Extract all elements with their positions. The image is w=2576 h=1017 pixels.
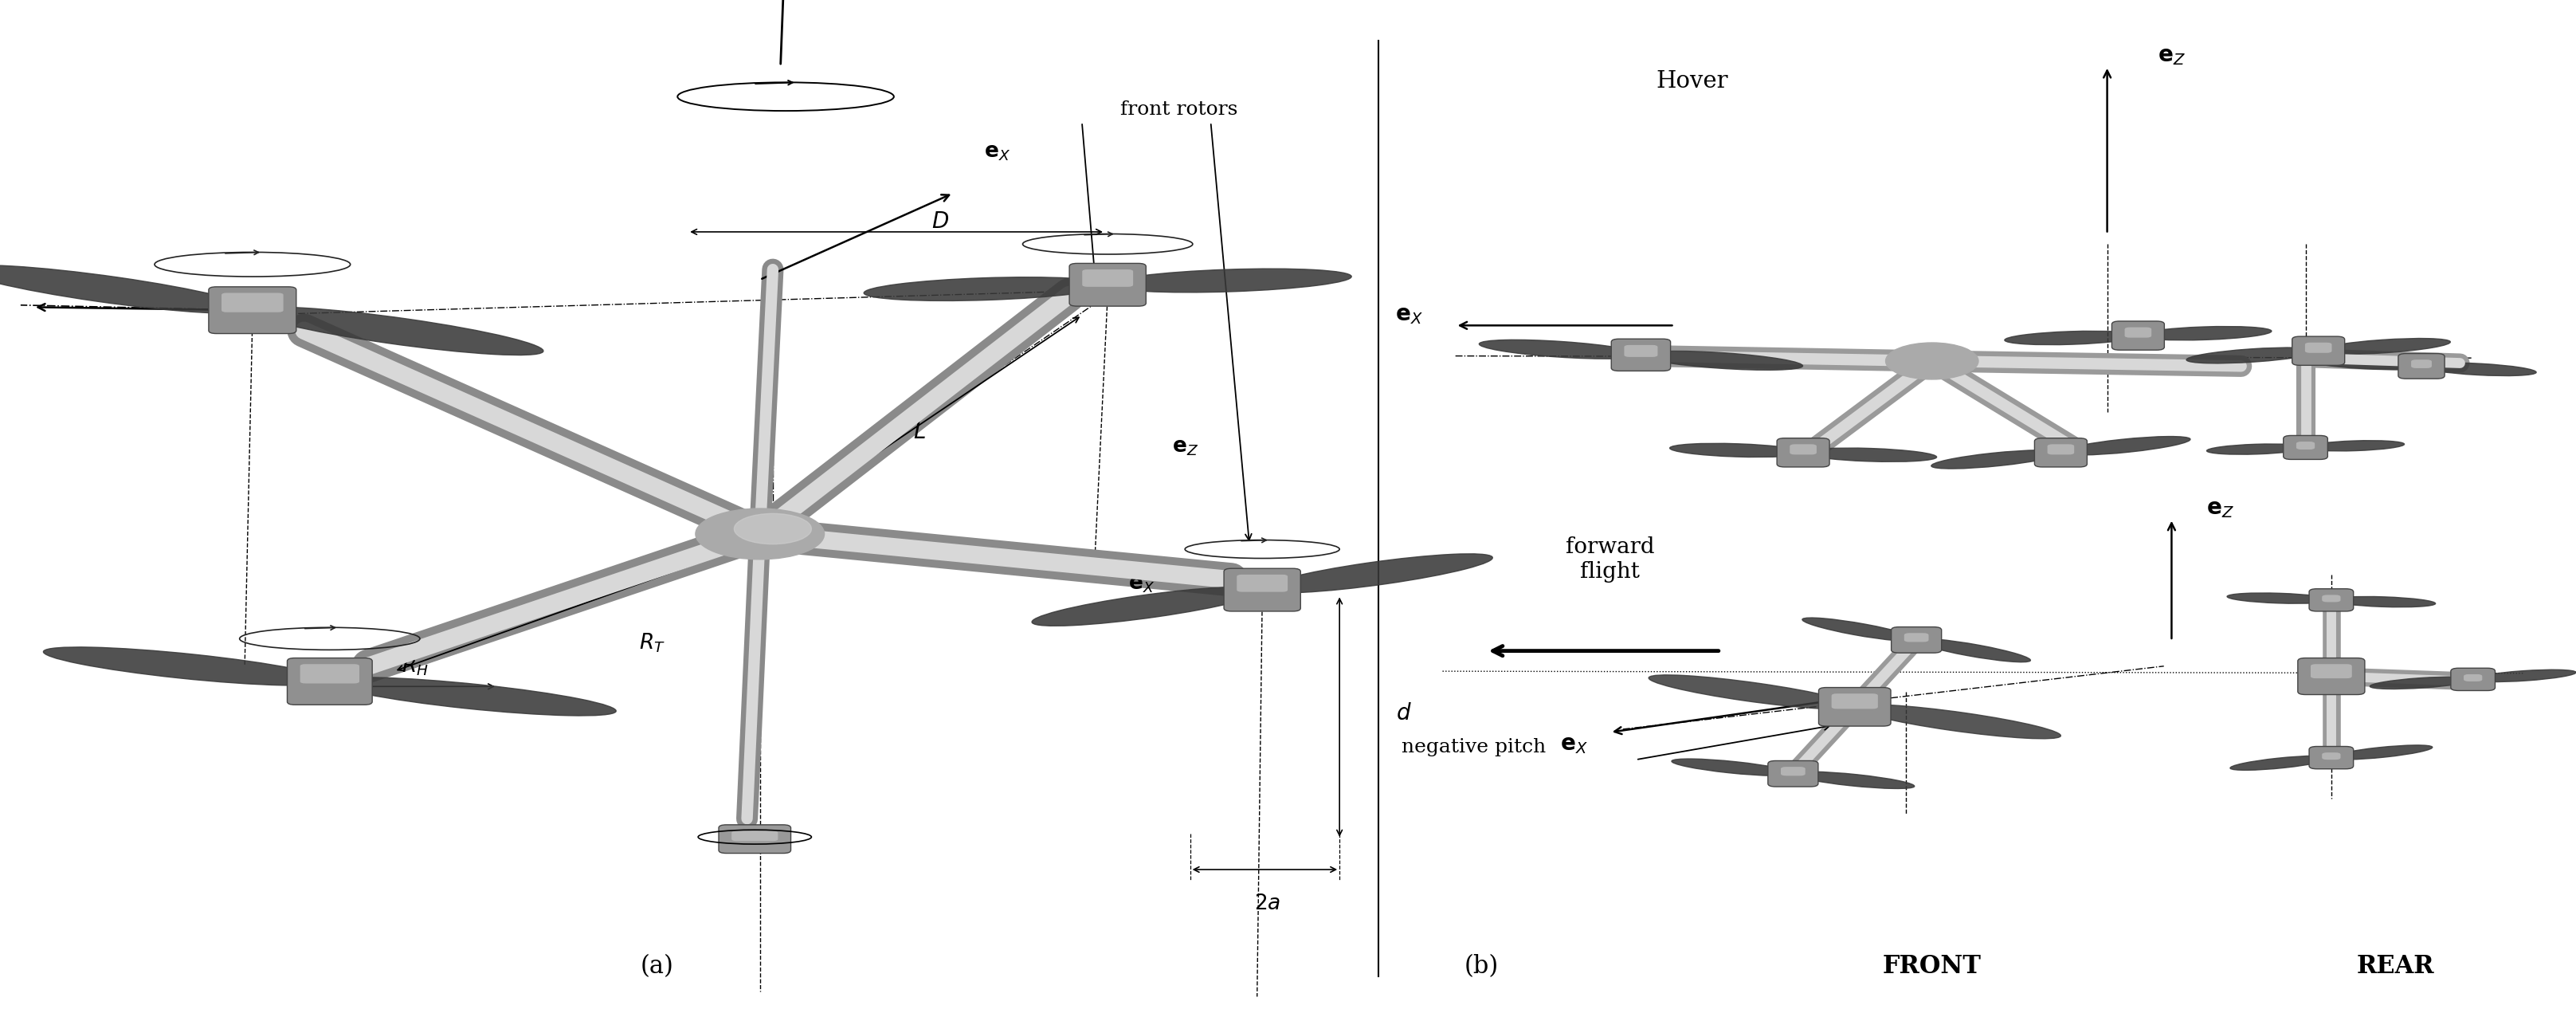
FancyBboxPatch shape (1891, 626, 1942, 653)
Ellipse shape (1917, 639, 2030, 662)
FancyBboxPatch shape (1613, 339, 1672, 371)
FancyBboxPatch shape (1904, 633, 1929, 642)
Ellipse shape (2370, 677, 2473, 690)
Ellipse shape (2318, 339, 2450, 354)
Text: Hover: Hover (1656, 70, 1728, 93)
FancyBboxPatch shape (2321, 595, 2342, 602)
Text: $L$: $L$ (914, 421, 925, 443)
Ellipse shape (2306, 356, 2421, 369)
Ellipse shape (1672, 759, 1793, 776)
FancyBboxPatch shape (1777, 438, 1829, 467)
Text: $2a$: $2a$ (1255, 893, 1280, 913)
FancyBboxPatch shape (1832, 694, 1878, 709)
FancyBboxPatch shape (2282, 435, 2329, 460)
Ellipse shape (1803, 447, 1937, 462)
Ellipse shape (2004, 331, 2138, 345)
FancyBboxPatch shape (2306, 343, 2331, 353)
Text: $\mathbf{e}_Z$: $\mathbf{e}_Z$ (2159, 45, 2184, 67)
Ellipse shape (863, 277, 1108, 301)
Ellipse shape (1262, 554, 1492, 593)
Ellipse shape (1669, 443, 1803, 458)
FancyBboxPatch shape (2112, 321, 2164, 350)
FancyBboxPatch shape (2125, 327, 2151, 338)
FancyBboxPatch shape (1236, 575, 1288, 592)
Ellipse shape (1932, 451, 2061, 469)
Ellipse shape (1855, 705, 2061, 738)
FancyBboxPatch shape (2048, 444, 2074, 455)
FancyBboxPatch shape (1625, 345, 1659, 357)
FancyBboxPatch shape (2298, 658, 2365, 695)
Ellipse shape (2231, 756, 2331, 770)
Ellipse shape (1033, 587, 1262, 625)
Ellipse shape (2331, 597, 2434, 607)
FancyBboxPatch shape (2295, 441, 2316, 450)
Ellipse shape (2473, 669, 2576, 681)
FancyBboxPatch shape (209, 287, 296, 334)
FancyBboxPatch shape (1790, 444, 1816, 455)
Ellipse shape (2138, 326, 2272, 341)
Text: (a): (a) (641, 954, 672, 978)
Text: $\mathbf{e}_X$: $\mathbf{e}_X$ (1561, 733, 1587, 756)
Text: FRONT: FRONT (1883, 954, 1981, 978)
Ellipse shape (2061, 436, 2190, 455)
FancyBboxPatch shape (1082, 270, 1133, 287)
Ellipse shape (1803, 617, 1917, 641)
Ellipse shape (1793, 772, 1914, 788)
Text: $d$: $d$ (1396, 703, 1412, 725)
Text: $R_T$: $R_T$ (639, 632, 665, 654)
Circle shape (734, 514, 811, 544)
FancyBboxPatch shape (2411, 360, 2432, 368)
FancyBboxPatch shape (1780, 767, 1806, 776)
Text: REAR: REAR (2357, 954, 2434, 978)
FancyBboxPatch shape (289, 658, 374, 705)
Text: $\mathbf{e}_X$: $\mathbf{e}_X$ (984, 142, 1010, 163)
Circle shape (1886, 343, 1978, 379)
FancyBboxPatch shape (2311, 664, 2352, 678)
FancyBboxPatch shape (2308, 589, 2354, 611)
FancyBboxPatch shape (719, 825, 791, 853)
FancyBboxPatch shape (2293, 337, 2344, 365)
Ellipse shape (252, 307, 544, 355)
Ellipse shape (44, 647, 330, 685)
FancyBboxPatch shape (2321, 753, 2342, 760)
Ellipse shape (2208, 444, 2306, 455)
Ellipse shape (1108, 268, 1352, 293)
Ellipse shape (2306, 440, 2403, 451)
Ellipse shape (2187, 348, 2318, 363)
Ellipse shape (2228, 593, 2331, 603)
FancyBboxPatch shape (1819, 687, 1891, 726)
Text: $\mathbf{e}_X$: $\mathbf{e}_X$ (1396, 304, 1422, 326)
FancyBboxPatch shape (299, 664, 361, 683)
FancyBboxPatch shape (2308, 746, 2354, 769)
Ellipse shape (2421, 363, 2537, 376)
Text: front rotors: front rotors (1121, 101, 1239, 119)
FancyBboxPatch shape (1069, 263, 1146, 306)
Ellipse shape (1649, 675, 1855, 709)
Text: $R_H$: $R_H$ (402, 655, 428, 677)
Ellipse shape (330, 677, 616, 716)
FancyBboxPatch shape (2463, 674, 2483, 681)
FancyBboxPatch shape (2035, 438, 2087, 467)
Text: forward
flight: forward flight (1566, 536, 1654, 583)
FancyBboxPatch shape (1224, 569, 1301, 611)
FancyBboxPatch shape (1767, 761, 1819, 787)
Text: $\mathbf{e}_Z$: $\mathbf{e}_Z$ (1172, 437, 1198, 458)
Circle shape (696, 508, 824, 559)
FancyBboxPatch shape (2450, 668, 2496, 691)
Text: $D$: $D$ (933, 211, 948, 233)
Text: $\mathbf{e}_X$: $\mathbf{e}_X$ (1128, 575, 1154, 595)
FancyBboxPatch shape (732, 831, 778, 841)
FancyBboxPatch shape (2398, 354, 2445, 378)
Ellipse shape (2331, 745, 2432, 760)
Ellipse shape (1479, 340, 1641, 359)
Ellipse shape (0, 265, 252, 313)
Ellipse shape (1641, 351, 1803, 370)
FancyBboxPatch shape (222, 293, 283, 312)
Text: negative pitch: negative pitch (1401, 738, 1546, 757)
Text: $\mathbf{e}_Z$: $\mathbf{e}_Z$ (2208, 497, 2233, 520)
Text: (b): (b) (1463, 954, 1499, 978)
